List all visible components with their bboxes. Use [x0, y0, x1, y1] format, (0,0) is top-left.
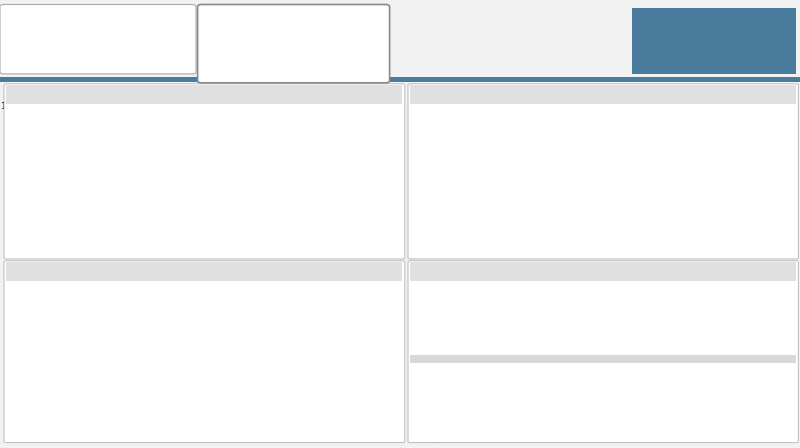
Wedge shape [46, 295, 106, 390]
Bar [454, 211, 462, 240]
Bar [606, 138, 614, 240]
Text: Caucasian: Caucasian [630, 115, 662, 121]
Wedge shape [106, 314, 165, 355]
Text: ∨: ∨ [172, 43, 179, 53]
Text: 0: 0 [513, 369, 518, 378]
Bar [732, 130, 740, 240]
Text: Hispanic or Latino: Hispanic or Latino [690, 115, 743, 121]
Text: F: F [338, 290, 342, 299]
Wedge shape [238, 295, 295, 355]
Bar [665, 130, 673, 240]
Bar [478, 207, 486, 240]
Bar [554, 188, 562, 240]
Text: C: C [346, 404, 351, 413]
Bar [546, 181, 554, 240]
Bar [330, 232, 370, 240]
Text: Pacific Islander: Pacific Islander [690, 289, 730, 294]
Wedge shape [295, 355, 353, 412]
Bar [486, 207, 494, 240]
Bar [186, 222, 226, 240]
Bar [470, 207, 478, 240]
Bar [648, 130, 656, 240]
Text: American Indian: American Indian [514, 115, 563, 121]
Text: African-American: African-American [455, 115, 507, 121]
Text: C: C [169, 319, 174, 328]
Text: IEP Students: IEP Students [212, 267, 282, 277]
Bar [614, 140, 622, 240]
Bar [114, 178, 154, 240]
Bar [597, 169, 606, 240]
Bar [689, 166, 697, 240]
Text: American Indian: American Indian [572, 289, 618, 294]
Text: F: F [126, 281, 130, 290]
Text: A: A [38, 317, 43, 326]
Text: IEP - Average GPA: IEP - Average GPA [418, 354, 510, 363]
Wedge shape [106, 295, 141, 355]
Bar [434, 388, 706, 398]
Text: IEPStatus: IEPStatus [418, 369, 454, 378]
Text: Select School: Select School [10, 11, 84, 21]
Wedge shape [106, 306, 150, 355]
Bar [434, 415, 697, 426]
Text: GRADES: GRADES [676, 32, 753, 50]
Text: NAME: NAME [414, 289, 433, 294]
Text: 3.19: 3.19 [262, 41, 325, 65]
Wedge shape [235, 336, 314, 415]
Text: Average GPA Overall: Average GPA Overall [237, 10, 350, 20]
Text: Pacific Islander: Pacific Islander [748, 115, 793, 121]
Bar [462, 207, 470, 240]
Bar [622, 297, 654, 356]
Text: B: B [130, 418, 135, 428]
Bar [681, 213, 689, 240]
Text: Non-IEP Students: Non-IEP Students [18, 267, 114, 277]
Bar [748, 194, 756, 240]
Text: Caucasian: Caucasian [748, 289, 777, 294]
Bar [589, 170, 597, 240]
Bar [716, 167, 724, 240]
Bar [530, 185, 538, 240]
Bar [724, 192, 732, 240]
Text: Hispanic or Latino: Hispanic or Latino [630, 289, 680, 294]
Bar [581, 153, 589, 240]
Text: B: B [240, 404, 245, 413]
Text: A: A [249, 290, 254, 299]
Bar [673, 155, 681, 240]
Text: Marks per Student: Marks per Student [418, 90, 528, 99]
Bar [522, 181, 530, 240]
Wedge shape [295, 336, 355, 374]
Text: Asian: Asian [514, 289, 529, 294]
Bar [446, 209, 454, 240]
Text: Asian: Asian [572, 115, 589, 121]
Bar [42, 112, 82, 240]
Text: NAME: NAME [414, 115, 434, 121]
Wedge shape [295, 295, 353, 355]
Bar [538, 181, 546, 240]
Text: 600: 600 [14, 43, 35, 53]
Text: D: D [367, 350, 374, 360]
Text: D: D [151, 296, 157, 305]
Text: African-American: African-American [455, 289, 502, 294]
Text: 1: 1 [558, 369, 562, 378]
Bar [565, 297, 596, 356]
Bar [450, 295, 482, 356]
Text: Ethnicity - Average GPA: Ethnicity - Average GPA [418, 267, 549, 277]
Bar [622, 141, 630, 240]
Wedge shape [57, 348, 166, 415]
Bar [679, 297, 711, 356]
Bar [507, 297, 539, 356]
Bar [514, 183, 522, 240]
Bar [656, 179, 665, 240]
Bar [740, 183, 748, 240]
Bar [756, 209, 764, 240]
Bar [258, 229, 298, 240]
Bar [737, 299, 768, 356]
Text: Total Mark Count: Total Mark Count [14, 90, 114, 99]
